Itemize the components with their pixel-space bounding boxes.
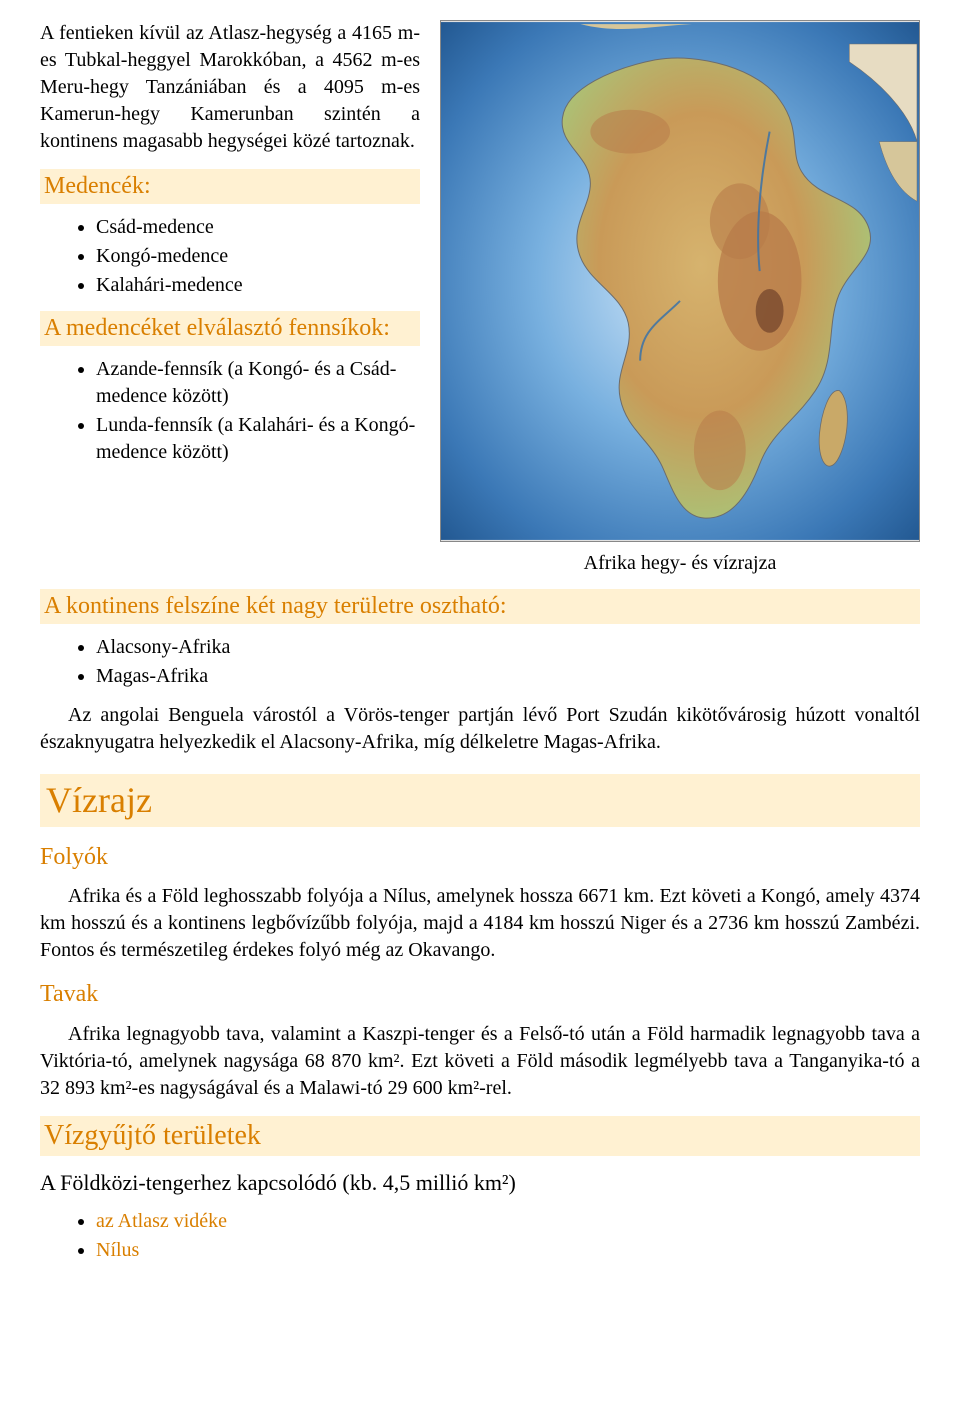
africa-map-figure: [440, 20, 920, 542]
two-regions-list: Alacsony-Afrika Magas-Afrika: [40, 634, 920, 690]
intro-paragraph: A fentieken kívül az Atlasz-hegység a 41…: [40, 20, 420, 155]
lakes-heading: Tavak: [40, 978, 920, 1010]
list-item: Magas-Afrika: [96, 663, 920, 690]
list-item: Kalahári-medence: [96, 272, 420, 299]
africa-relief-map-icon: [441, 21, 919, 541]
list-item: Lunda-fennsík (a Kalahári- és a Kongó-me…: [96, 412, 420, 466]
plateaus-list: Azande-fennsík (a Kongó- és a Csád-meden…: [40, 356, 420, 466]
list-item: Kongó-medence: [96, 243, 420, 270]
right-column: Afrika hegy- és vízrajza: [440, 20, 920, 577]
rivers-paragraph: Afrika és a Föld leghosszabb folyója a N…: [40, 883, 920, 964]
two-regions-heading: A kontinens felszíne két nagy területre …: [40, 589, 920, 624]
lakes-paragraph: Afrika legnagyobb tava, valamint a Kaszp…: [40, 1021, 920, 1102]
map-caption: Afrika hegy- és vízrajza: [440, 550, 920, 577]
list-item: Nílus: [96, 1237, 920, 1264]
two-column-layout: A fentieken kívül az Atlasz-hegység a 41…: [40, 20, 920, 577]
list-item-text: az Atlasz vidéke: [96, 1210, 227, 1232]
list-item: Alacsony-Afrika: [96, 634, 920, 661]
basins-list: Csád-medence Kongó-medence Kalahári-mede…: [40, 214, 420, 299]
left-column: A fentieken kívül az Atlasz-hegység a 41…: [40, 20, 420, 478]
hydrography-heading: Vízrajz: [40, 774, 920, 827]
list-item: Csád-medence: [96, 214, 420, 241]
basins-heading: Medencék:: [40, 169, 420, 204]
plateaus-heading: A medencéket elválasztó fennsíkok:: [40, 311, 420, 346]
catchments-heading: Vízgyűjtő területek: [40, 1116, 920, 1156]
catchments-sub: A Földközi-tengerhez kapcsolódó (kb. 4,5…: [40, 1168, 920, 1198]
two-regions-paragraph: Az angolai Benguela várostól a Vörös-ten…: [40, 702, 920, 756]
rivers-heading: Folyók: [40, 841, 920, 873]
list-item-text: Nílus: [96, 1239, 139, 1261]
list-item: Azande-fennsík (a Kongó- és a Csád-meden…: [96, 356, 420, 410]
catchments-list: az Atlasz vidéke Nílus: [40, 1208, 920, 1264]
list-item: az Atlasz vidéke: [96, 1208, 920, 1235]
